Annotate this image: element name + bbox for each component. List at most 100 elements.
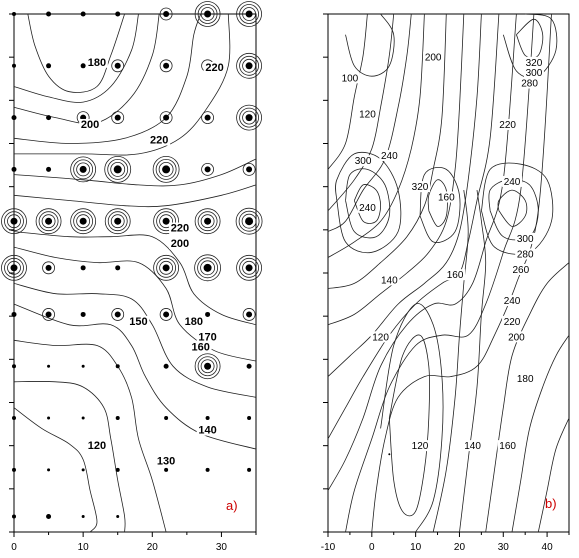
contour-line (388, 334, 430, 517)
sample-point (47, 364, 51, 368)
contour-line (345, 13, 395, 77)
contour-line (13, 13, 231, 156)
sample-point-ring (194, 208, 221, 235)
x-tick-label: 20 (454, 542, 466, 553)
sample-point-ring (111, 59, 125, 73)
contour-label-halo (462, 440, 483, 452)
contour-line (13, 381, 126, 533)
sample-point (247, 467, 252, 472)
sample-point-ring (242, 162, 256, 176)
sample-point (79, 217, 87, 225)
contour-label: 160 (438, 192, 455, 203)
sample-point-ring (1, 254, 27, 281)
contour-line (537, 417, 570, 533)
contour-line (27, 13, 125, 93)
contour-label: 220 (171, 223, 189, 235)
contour-label-halo (182, 315, 205, 327)
sample-point-ring (197, 257, 219, 279)
sample-point (46, 115, 52, 121)
panel-a-label: a) (226, 498, 238, 513)
sample-point (80, 63, 86, 69)
sample-point-ring (111, 111, 125, 124)
sample-point (46, 166, 52, 172)
sample-point-ring (153, 254, 180, 281)
contour-label: 240 (504, 296, 521, 307)
sample-point-ring (159, 111, 173, 124)
contour-label: 180 (88, 57, 106, 69)
contour-label: 260 (512, 265, 529, 276)
contour-line (459, 190, 487, 533)
sample-point (12, 364, 16, 369)
contour-label: 100 (342, 73, 359, 84)
sample-point (246, 166, 253, 173)
sample-point-ring (1, 208, 27, 235)
sample-point-ring (236, 1, 262, 27)
contour-line (345, 168, 391, 239)
sample-point-ring (73, 211, 94, 232)
contour-label-halo (339, 72, 360, 84)
contour-line (511, 334, 570, 533)
sample-point-ring (153, 208, 180, 235)
sample-point-ring (159, 214, 174, 229)
sample-point-ring (104, 155, 132, 183)
contour-label: 140 (464, 441, 481, 452)
sample-point-ring (110, 161, 126, 177)
contour-line (516, 18, 544, 59)
contour-label-halo (410, 440, 431, 452)
sample-point (114, 217, 122, 225)
contour-label-halo (410, 181, 431, 193)
sample-point (204, 362, 212, 370)
contour-label-halo (379, 150, 400, 162)
sample-point (203, 263, 212, 272)
contour-line (345, 13, 535, 533)
sample-point (47, 468, 51, 472)
sample-point (45, 311, 52, 318)
sample-point-ring (200, 214, 215, 229)
sample-point (245, 217, 254, 226)
contour-label: 240 (504, 177, 521, 188)
sample-point-ring (242, 7, 256, 21)
sample-point-ring (239, 257, 259, 278)
sample-point-ring (7, 260, 21, 275)
contour-label: 240 (381, 151, 398, 162)
contour-line (13, 158, 257, 187)
sample-point-ring (239, 4, 259, 24)
sample-point-ring (194, 254, 222, 282)
contour-line (432, 190, 469, 533)
contour-label-halo (523, 56, 544, 68)
sample-point-ring (194, 353, 221, 380)
contour-label: 140 (198, 425, 216, 437)
sample-point (115, 364, 120, 369)
contour-label-halo (502, 315, 523, 327)
sample-point-ring (236, 52, 262, 79)
x-tick-label: 10 (78, 542, 90, 553)
sample-point-ring (239, 107, 259, 128)
contour-line (380, 303, 444, 533)
contour-label-halo (196, 424, 219, 436)
sample-point (46, 63, 52, 69)
sample-point-ring (242, 308, 256, 321)
x-tick-label: 10 (410, 542, 422, 553)
contour-label-halo (86, 56, 108, 68)
sample-point (164, 416, 169, 421)
contour-line (419, 167, 461, 243)
sample-point (245, 10, 253, 18)
sample-point (204, 114, 211, 121)
sample-point-ring (70, 208, 97, 235)
sample-point-ring (159, 59, 173, 73)
sample-point (246, 311, 253, 318)
contour-label-halo (169, 238, 191, 250)
contour-label-halo (357, 108, 378, 120)
sample-point-ring (241, 213, 257, 229)
sample-point-ring (41, 214, 56, 229)
sample-point (114, 114, 121, 121)
sample-point-ring (111, 308, 125, 321)
contour-label-halo (379, 274, 400, 286)
contour-label-halo (423, 51, 444, 63)
sample-point (12, 416, 16, 421)
sample-point-ring (197, 356, 218, 377)
sample-point-ring (242, 260, 256, 275)
contour-label: 300 (526, 68, 543, 79)
sample-point (11, 166, 17, 172)
sample-point-ring (197, 211, 218, 232)
